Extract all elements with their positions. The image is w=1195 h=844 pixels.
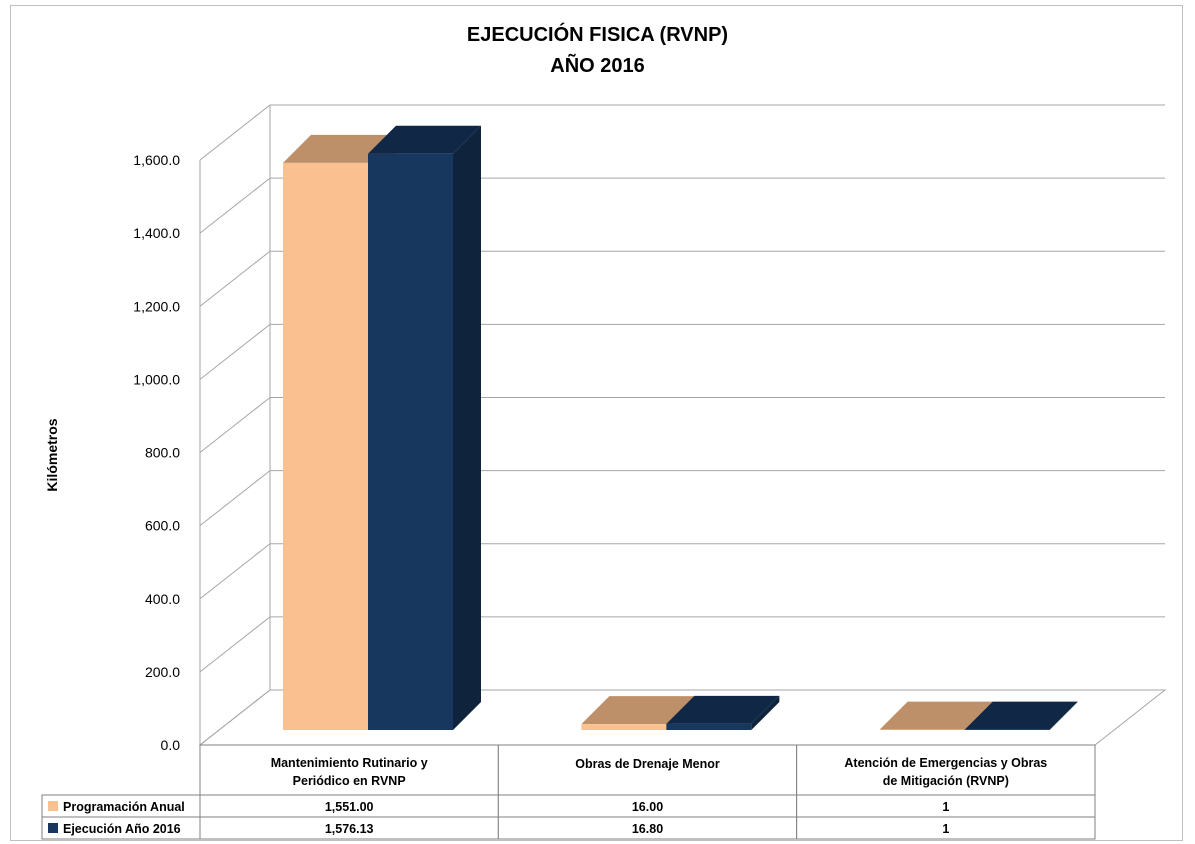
bar-top: [666, 695, 780, 724]
category-label: Atención de Emergencias y Obras: [844, 756, 1047, 770]
chart-subtitle: AÑO 2016: [550, 55, 645, 77]
table-cell: [796, 816, 1096, 840]
gridline-side: [199, 250, 271, 307]
gridline-side: [199, 543, 271, 600]
category-label: Obras de Drenaje Menor: [575, 757, 720, 771]
y-tick-label: 0.0: [161, 737, 181, 753]
data-value-label: 16.00: [632, 800, 663, 814]
bar-top: [368, 125, 481, 154]
legend-label: Programación Anual: [63, 800, 185, 814]
legend-label: Ejecución Año 2016: [63, 822, 181, 836]
chart-title: EJECUCIÓN FISICA (RVNP): [466, 24, 729, 46]
gridline-side: [199, 397, 271, 453]
y-tick-label: 400.0: [145, 591, 180, 607]
y-tick-label: 1,000.0: [133, 371, 180, 387]
table-header-cell: [796, 744, 1096, 796]
bar-top: [581, 696, 695, 725]
category-label: Mantenimiento Rutinario y: [271, 756, 428, 770]
bar: [368, 153, 453, 730]
bar-side: [751, 695, 780, 730]
y-tick-label: 600.0: [145, 518, 180, 534]
category-label: de Mitigación (RVNP): [883, 774, 1009, 788]
data-value-label: 1: [942, 822, 949, 836]
data-value-label: 1: [942, 800, 949, 814]
data-value-label: 1,551.00: [325, 800, 374, 814]
table-header-cell: [199, 744, 499, 796]
gridline-side: [199, 616, 271, 673]
y-tick-label: 1,400.0: [133, 225, 180, 241]
data-value-label: 16.80: [632, 822, 663, 836]
bar: [666, 723, 752, 730]
gridline-side: [199, 104, 271, 161]
bar-side: [453, 125, 481, 730]
legend-swatch: [48, 823, 58, 833]
y-tick-label: 1,600.0: [133, 152, 180, 168]
category-label: Periódico en RVNP: [293, 774, 406, 788]
bar: [581, 724, 667, 730]
y-tick-label: 200.0: [145, 664, 180, 680]
bar-side: [1049, 701, 1078, 730]
data-value-label: 1,576.13: [325, 822, 374, 836]
bar-top: [964, 701, 1078, 730]
gridline-side: [199, 177, 271, 234]
y-tick-label: 1,200.0: [133, 298, 180, 314]
bar-top: [283, 134, 396, 163]
gridline-side: [199, 323, 271, 380]
bar: [283, 162, 368, 730]
legend-swatch: [48, 801, 58, 811]
y-tick-label: 800.0: [145, 445, 180, 461]
gridline-side: [199, 470, 271, 527]
bar-top: [879, 701, 993, 730]
